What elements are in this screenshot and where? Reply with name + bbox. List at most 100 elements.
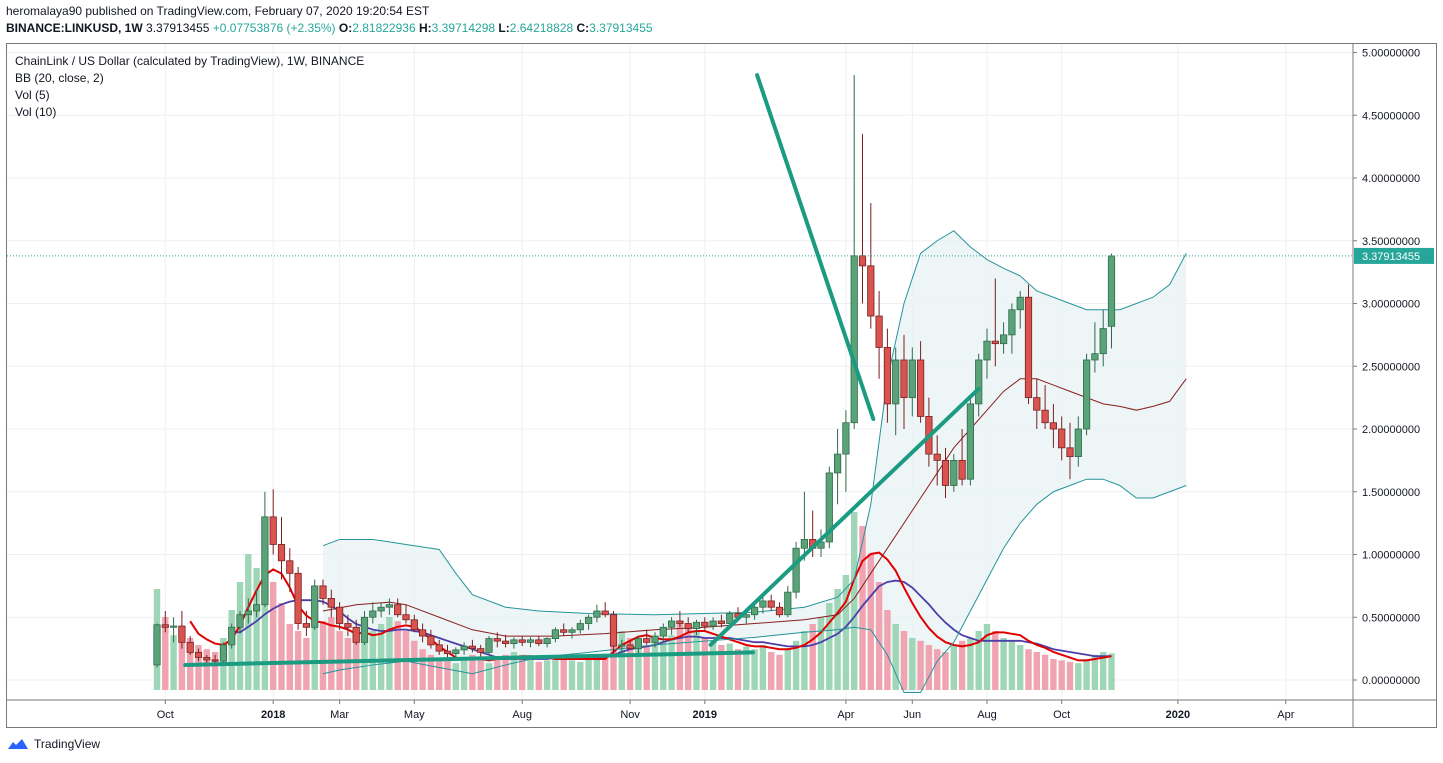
candle[interactable] <box>186 641 194 653</box>
ascending-trendline-steep[interactable] <box>708 386 981 647</box>
candle[interactable] <box>717 620 726 624</box>
candle[interactable] <box>435 644 443 652</box>
candle[interactable] <box>493 638 501 642</box>
candle[interactable] <box>211 659 219 662</box>
candle[interactable] <box>593 610 601 618</box>
candle[interactable] <box>908 359 916 399</box>
candle[interactable] <box>601 610 609 616</box>
candle[interactable] <box>327 598 335 608</box>
candle[interactable] <box>252 604 261 612</box>
candle[interactable] <box>983 340 991 361</box>
candle[interactable] <box>684 623 692 629</box>
candle[interactable] <box>543 638 551 645</box>
candle[interactable] <box>360 616 369 643</box>
candle[interactable] <box>1016 296 1024 311</box>
candle[interactable] <box>842 422 850 455</box>
legend-vol10[interactable]: Vol (10) <box>15 105 57 119</box>
candle[interactable] <box>991 340 999 345</box>
candle[interactable] <box>311 585 319 628</box>
legend-bb[interactable]: BB (20, close, 2) <box>15 71 104 85</box>
candle[interactable] <box>609 614 618 647</box>
candle[interactable] <box>850 255 858 424</box>
candle[interactable] <box>203 657 211 661</box>
candle[interactable] <box>526 639 535 643</box>
candle[interactable] <box>759 600 767 608</box>
candle[interactable] <box>784 591 792 616</box>
candle[interactable] <box>975 359 983 405</box>
candle[interactable] <box>443 650 452 655</box>
candle[interactable] <box>261 516 269 606</box>
candle[interactable] <box>933 453 941 461</box>
candle[interactable] <box>161 624 169 628</box>
candle[interactable] <box>1024 296 1033 399</box>
candle[interactable] <box>800 539 809 549</box>
candle[interactable] <box>585 616 593 624</box>
candle[interactable] <box>335 606 344 624</box>
candle[interactable] <box>858 255 867 267</box>
candle[interactable] <box>535 639 543 645</box>
candle[interactable] <box>344 623 352 628</box>
candle[interactable] <box>825 472 833 543</box>
candle[interactable] <box>751 606 759 616</box>
candle[interactable] <box>551 629 560 639</box>
candle[interactable] <box>875 315 883 348</box>
candle[interactable] <box>194 651 203 658</box>
candle[interactable] <box>402 614 410 621</box>
candle[interactable] <box>1008 309 1016 336</box>
candle[interactable] <box>701 621 709 627</box>
candle[interactable] <box>302 623 311 628</box>
candle[interactable] <box>1058 428 1066 449</box>
candle[interactable] <box>394 604 402 616</box>
ascending-trendline-flat[interactable] <box>183 650 755 667</box>
candle[interactable] <box>576 623 584 631</box>
candle[interactable] <box>626 644 634 650</box>
chart-frame[interactable] <box>6 43 1437 728</box>
candle[interactable] <box>883 347 892 405</box>
candle[interactable] <box>618 644 626 647</box>
candle[interactable] <box>418 629 427 637</box>
candle[interactable] <box>1000 334 1008 345</box>
candle[interactable] <box>1049 422 1057 430</box>
candle[interactable] <box>867 265 875 317</box>
candle[interactable] <box>169 625 178 628</box>
candle[interactable] <box>1107 255 1116 327</box>
candle[interactable] <box>468 645 477 650</box>
candle[interactable] <box>178 625 186 643</box>
candle[interactable] <box>726 613 734 624</box>
candle[interactable] <box>568 629 576 633</box>
candle[interactable] <box>643 638 651 643</box>
descending-trendline[interactable] <box>755 73 876 421</box>
candle[interactable] <box>834 453 842 474</box>
candle[interactable] <box>410 619 418 631</box>
candle[interactable] <box>1074 428 1082 458</box>
candle[interactable] <box>966 403 975 480</box>
candle[interactable] <box>892 359 900 405</box>
candle[interactable] <box>477 648 485 653</box>
candle[interactable] <box>634 638 643 650</box>
candle[interactable] <box>950 459 958 486</box>
candle[interactable] <box>676 620 684 624</box>
candle[interactable] <box>460 645 468 651</box>
candle[interactable] <box>452 649 460 655</box>
candle[interactable] <box>659 626 667 637</box>
candle[interactable] <box>369 610 377 618</box>
tradingview-footer[interactable]: TradingView <box>7 737 100 751</box>
candle[interactable] <box>319 585 327 599</box>
candle[interactable] <box>1041 409 1049 424</box>
candle[interactable] <box>692 621 701 629</box>
candle[interactable] <box>792 547 800 593</box>
candle[interactable] <box>941 459 950 486</box>
candle[interactable] <box>377 606 385 612</box>
legend-vol5[interactable]: Vol (5) <box>15 88 50 102</box>
candle[interactable] <box>286 560 294 574</box>
candle[interactable] <box>269 516 277 545</box>
candle[interactable] <box>510 639 518 645</box>
candle[interactable] <box>352 626 360 643</box>
candle[interactable] <box>709 620 717 627</box>
candle[interactable] <box>767 600 775 608</box>
candle[interactable] <box>244 610 252 616</box>
candle[interactable] <box>958 459 966 480</box>
candle[interactable] <box>228 626 236 646</box>
candle[interactable] <box>668 620 676 628</box>
